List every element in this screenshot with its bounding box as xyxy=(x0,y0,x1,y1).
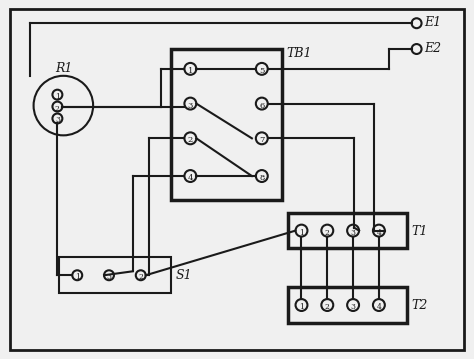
Text: 2: 2 xyxy=(138,273,143,281)
Circle shape xyxy=(347,299,359,311)
Circle shape xyxy=(411,44,421,54)
Circle shape xyxy=(136,270,146,280)
Circle shape xyxy=(72,270,82,280)
Circle shape xyxy=(53,90,63,100)
Bar xyxy=(171,49,282,200)
Text: E1: E1 xyxy=(425,16,442,29)
Text: 1: 1 xyxy=(55,93,60,101)
Text: 3: 3 xyxy=(107,273,111,281)
Text: 3: 3 xyxy=(351,303,356,311)
Circle shape xyxy=(184,170,196,182)
Text: 3: 3 xyxy=(351,229,356,237)
Text: 2: 2 xyxy=(55,104,60,113)
Circle shape xyxy=(256,132,268,144)
Circle shape xyxy=(184,132,196,144)
Text: 4: 4 xyxy=(188,174,193,182)
Text: 8: 8 xyxy=(259,174,264,182)
Text: T1: T1 xyxy=(411,225,428,238)
Text: 4: 4 xyxy=(376,303,381,311)
Text: 1: 1 xyxy=(299,303,304,311)
Bar xyxy=(59,257,171,293)
Circle shape xyxy=(411,18,421,28)
Circle shape xyxy=(296,225,308,237)
Text: E2: E2 xyxy=(425,42,442,55)
Circle shape xyxy=(184,98,196,109)
Text: 2: 2 xyxy=(325,229,330,237)
Text: 1: 1 xyxy=(299,229,304,237)
Text: 1: 1 xyxy=(75,273,80,281)
Circle shape xyxy=(373,225,385,237)
Circle shape xyxy=(104,270,114,280)
Circle shape xyxy=(256,63,268,75)
Text: 4: 4 xyxy=(376,229,381,237)
Text: R1: R1 xyxy=(55,62,73,75)
Text: T2: T2 xyxy=(411,299,428,312)
Circle shape xyxy=(321,299,333,311)
Circle shape xyxy=(256,98,268,109)
Bar xyxy=(288,287,407,323)
Text: 7: 7 xyxy=(259,136,264,144)
Circle shape xyxy=(373,299,385,311)
Text: 5: 5 xyxy=(259,67,264,75)
Circle shape xyxy=(347,225,359,237)
Text: 3: 3 xyxy=(188,102,193,109)
Text: 6: 6 xyxy=(259,102,264,109)
Text: 2: 2 xyxy=(188,136,193,144)
Circle shape xyxy=(256,170,268,182)
Circle shape xyxy=(53,102,63,112)
Circle shape xyxy=(53,113,63,123)
Text: 3: 3 xyxy=(55,116,60,125)
Circle shape xyxy=(184,63,196,75)
Circle shape xyxy=(296,299,308,311)
Text: S1: S1 xyxy=(175,269,192,282)
Text: 1: 1 xyxy=(188,67,193,75)
Text: 2: 2 xyxy=(325,303,330,311)
Circle shape xyxy=(321,225,333,237)
Circle shape xyxy=(34,76,93,135)
Bar xyxy=(288,213,407,248)
Text: TB1: TB1 xyxy=(287,47,312,60)
